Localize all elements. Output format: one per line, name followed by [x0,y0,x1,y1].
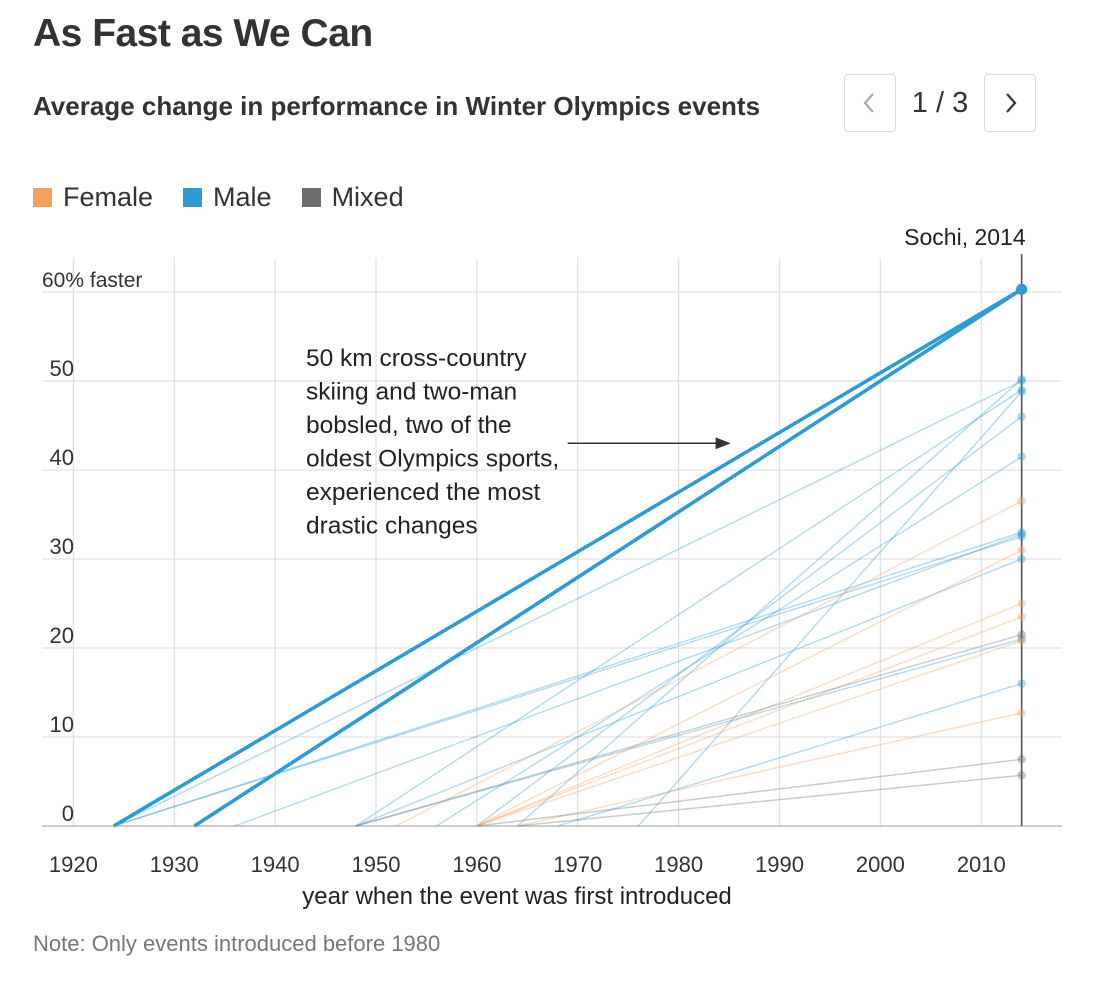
x-tick-label: 1930 [150,852,199,877]
series-endpoint [1017,708,1026,718]
series-line [517,774,1022,827]
series-line [193,287,1023,828]
series-line [436,456,1023,827]
x-axis-label: year when the event was first introduced [302,883,732,910]
x-tick-label: 2000 [856,852,905,877]
series-line [234,533,1022,827]
series-line [517,712,1022,827]
series-endpoint [1016,283,1028,295]
chevron-right-icon [1006,93,1017,113]
page-indicator: 1 / 3 [911,86,969,119]
series-line [476,549,1022,827]
series-endpoint [1017,630,1026,639]
series-endpoint [1017,634,1026,644]
series-line [476,758,1022,827]
series-endpoint [1017,375,1026,384]
y-tick-label: 30 [50,534,74,559]
series-line [516,378,1023,827]
previous-button[interactable] [844,74,896,132]
series-endpoint [1017,554,1026,564]
series-endpoint [1017,529,1026,539]
legend-swatch-female [33,188,52,207]
legend-swatch-mixed [301,188,321,207]
y-tick-label: 10 [50,712,74,737]
legend-label-male: Male [213,182,272,212]
x-tick-label: 2010 [957,852,1006,877]
series-line [355,389,1023,827]
chart-legend: Female Male Mixed [33,182,434,213]
annotation-text-line: bobsled, two of the [306,412,512,439]
x-tick-label: 1960 [452,852,501,877]
legend-label-mixed: Mixed [331,182,404,212]
y-tick-label: 0 [62,801,74,826]
end-year-label: Sochi, 2014 [904,224,1026,250]
x-tick-label: 1920 [49,852,98,877]
series-line [476,602,1022,827]
annotation-text-line: 50 km cross-country [306,345,527,372]
series-endpoint [1017,385,1026,395]
series-line [637,391,1023,827]
legend-item-male: Male [183,182,272,213]
series-line [112,287,1023,828]
series-line [355,633,1022,827]
y-tick-label: 40 [50,445,74,470]
series-endpoint [1017,387,1026,396]
chart-subtitle: Average change in performance in Winter … [33,91,761,121]
series-line [476,640,1022,827]
series-endpoint [1017,528,1026,537]
annotation-text-line: experienced the most [306,479,540,506]
series-line [476,616,1022,827]
chevron-left-icon [863,93,874,113]
series-endpoint [1017,636,1026,646]
y-tick-label: 50 [50,356,74,381]
series-endpoint [1017,496,1026,506]
series-endpoint [1017,771,1026,780]
annotation-text-line: skiing and two-man [306,379,517,406]
x-tick-label: 1990 [755,852,804,877]
series-endpoint [1017,612,1026,622]
annotation-text-line: drastic changes [306,513,478,540]
legend-label-female: Female [63,182,154,212]
y-tick-label: 60% faster [42,269,142,292]
series-endpoint [1017,679,1026,688]
series-endpoint [1017,532,1026,541]
series-line [113,380,1022,827]
series-endpoint [1017,412,1026,421]
series-line [557,682,1022,827]
series-endpoint [1017,376,1026,386]
series-endpoint [1017,545,1026,555]
x-tick-label: 1980 [654,852,703,877]
annotation-text-line: oldest Olympics sports, [306,446,559,473]
series-endpoint [1017,599,1026,608]
chart-title: As Fast as We Can [33,12,373,55]
line-chart: 0 10 20 30 40 50 60% faster 1920 1930 1940 1950 196… [42,224,1062,910]
series-line [476,416,1023,827]
legend-item-mixed: Mixed [301,182,404,213]
legend-item-female: Female [33,182,153,213]
series-endpoint [1017,755,1026,764]
x-tick-label: 1970 [553,852,602,877]
legend-swatch-male [183,188,203,207]
y-tick-label: 20 [50,623,74,648]
series-line [355,638,1022,827]
x-tick-label: 1950 [352,852,401,877]
chart-note: Note: Only events introduced before 1980 [33,931,441,956]
series-line [113,536,1022,827]
chart-pager: 1 / 3 [844,73,1036,133]
series-line [113,531,1022,827]
series-endpoint [1017,452,1026,461]
x-tick-label: 1940 [251,852,300,877]
series-line [355,558,1022,827]
series-line [395,500,1022,827]
next-button[interactable] [984,74,1036,132]
